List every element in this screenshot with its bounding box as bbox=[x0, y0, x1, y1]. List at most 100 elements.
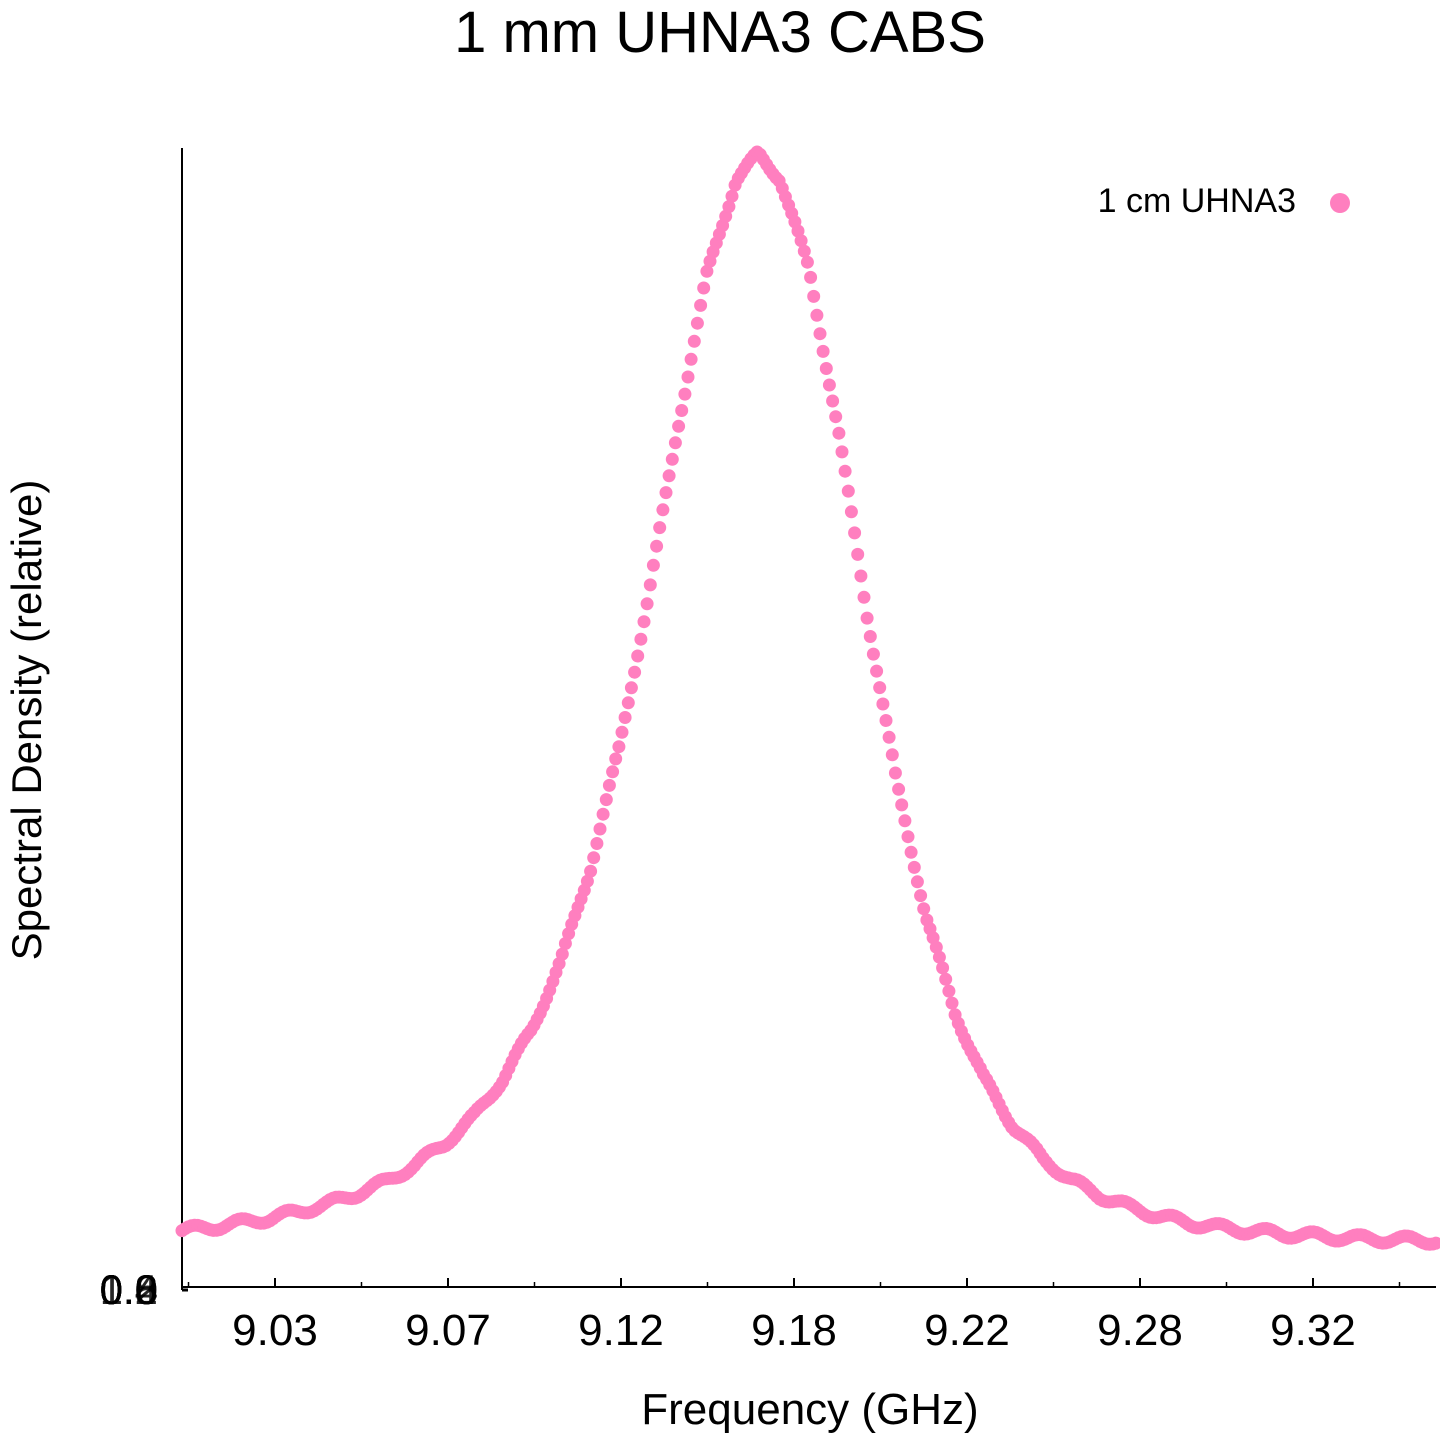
data-point bbox=[936, 961, 950, 975]
data-point bbox=[945, 996, 959, 1010]
data-point bbox=[917, 902, 931, 916]
data-point bbox=[634, 632, 648, 646]
data-point bbox=[662, 469, 676, 483]
y-axis-label: Spectral Density (relative) bbox=[3, 479, 50, 961]
data-point bbox=[621, 696, 635, 710]
data-point bbox=[794, 234, 808, 248]
data-point bbox=[668, 436, 682, 450]
data-point bbox=[822, 378, 836, 392]
x-tick-label: 9.28 bbox=[1097, 1306, 1183, 1355]
data-point bbox=[646, 558, 660, 572]
legend-label: 1 cm UHNA3 bbox=[1098, 182, 1296, 220]
data-point bbox=[844, 505, 858, 519]
data-point bbox=[810, 308, 824, 322]
y-tick-label: 0.0 bbox=[100, 1266, 158, 1313]
data-point bbox=[640, 597, 654, 611]
data-point bbox=[829, 410, 843, 424]
data-point bbox=[885, 748, 899, 762]
data-point bbox=[873, 681, 887, 695]
y-tick-label: 0.2 bbox=[100, 1266, 158, 1313]
data-point bbox=[870, 664, 884, 678]
data-point bbox=[609, 752, 623, 766]
data-point bbox=[665, 452, 679, 466]
x-tick-label: 9.07 bbox=[405, 1306, 491, 1355]
data-point bbox=[722, 200, 736, 214]
data-point bbox=[612, 740, 626, 754]
data-point bbox=[942, 984, 956, 998]
data-point bbox=[895, 798, 909, 812]
legend-marker bbox=[1330, 193, 1350, 213]
data-point bbox=[888, 766, 902, 780]
x-tick-label: 9.18 bbox=[751, 1306, 837, 1355]
x-axis-label: Frequency (GHz) bbox=[641, 1385, 979, 1434]
data-point bbox=[854, 569, 868, 583]
data-point bbox=[656, 503, 670, 517]
data-point bbox=[826, 394, 840, 408]
data-point bbox=[932, 950, 946, 964]
data-point bbox=[624, 681, 638, 695]
data-point bbox=[684, 352, 698, 366]
data-point bbox=[904, 845, 918, 859]
data-point bbox=[558, 937, 572, 950]
x-tick-label: 9.03 bbox=[232, 1306, 318, 1355]
data-point bbox=[832, 426, 846, 440]
data-point bbox=[838, 464, 852, 478]
data-point bbox=[584, 864, 598, 878]
data-point bbox=[910, 875, 924, 889]
ticks: 9.03 9.07 9.12 9.18 9.22 9.28 9.32 0.00.20.40.6… bbox=[100, 1266, 1401, 1355]
data-point bbox=[725, 189, 739, 203]
data-point bbox=[681, 370, 695, 384]
x-tick-label: 9.12 bbox=[578, 1306, 664, 1355]
data-point bbox=[929, 940, 943, 954]
data-point bbox=[835, 445, 849, 459]
chart-title: 1 mm UHNA3 CABS bbox=[454, 0, 986, 65]
data-point bbox=[580, 874, 594, 888]
data-point bbox=[643, 578, 657, 592]
data-point bbox=[606, 765, 620, 779]
data-point bbox=[631, 649, 645, 663]
data-point bbox=[672, 419, 686, 433]
data-point bbox=[863, 630, 877, 643]
data-point bbox=[879, 714, 893, 727]
data-point bbox=[590, 837, 604, 850]
data-point bbox=[939, 972, 953, 986]
data-point bbox=[797, 244, 811, 258]
data-point bbox=[700, 264, 714, 278]
data-point bbox=[602, 778, 616, 792]
y-tick-label: 0.4 bbox=[100, 1266, 158, 1313]
data-point bbox=[650, 539, 664, 553]
y-tick-label: 1.0 bbox=[100, 1266, 158, 1313]
data-point bbox=[678, 387, 692, 401]
data-point bbox=[876, 697, 890, 711]
data-point bbox=[866, 647, 880, 661]
data-point bbox=[1429, 1236, 1440, 1250]
data-point bbox=[907, 860, 921, 874]
data-point bbox=[816, 344, 830, 358]
data-point bbox=[697, 281, 711, 295]
data-point bbox=[628, 665, 642, 679]
data-point bbox=[807, 289, 821, 303]
data-point bbox=[555, 947, 569, 961]
legend: 1 cm UHNA3 bbox=[1098, 182, 1350, 220]
y-tick-label: 0.8 bbox=[100, 1266, 158, 1313]
data-point bbox=[618, 711, 632, 724]
y-tick-label: 0.6 bbox=[100, 1266, 158, 1313]
axes bbox=[181, 148, 1436, 1290]
data-point bbox=[882, 730, 896, 744]
data-point bbox=[599, 793, 613, 807]
data-point bbox=[860, 611, 874, 625]
data-point bbox=[901, 830, 915, 844]
data-point bbox=[593, 822, 607, 836]
data-point bbox=[690, 316, 704, 330]
data-point bbox=[615, 725, 629, 739]
data-point bbox=[841, 484, 855, 498]
data-point bbox=[800, 255, 814, 269]
data-point bbox=[813, 327, 827, 341]
x-tick-label: 9.32 bbox=[1270, 1306, 1356, 1355]
data-point bbox=[819, 362, 833, 375]
data-point bbox=[848, 526, 862, 540]
data-point bbox=[857, 590, 871, 604]
data-point bbox=[687, 334, 701, 348]
data-point bbox=[637, 615, 651, 629]
